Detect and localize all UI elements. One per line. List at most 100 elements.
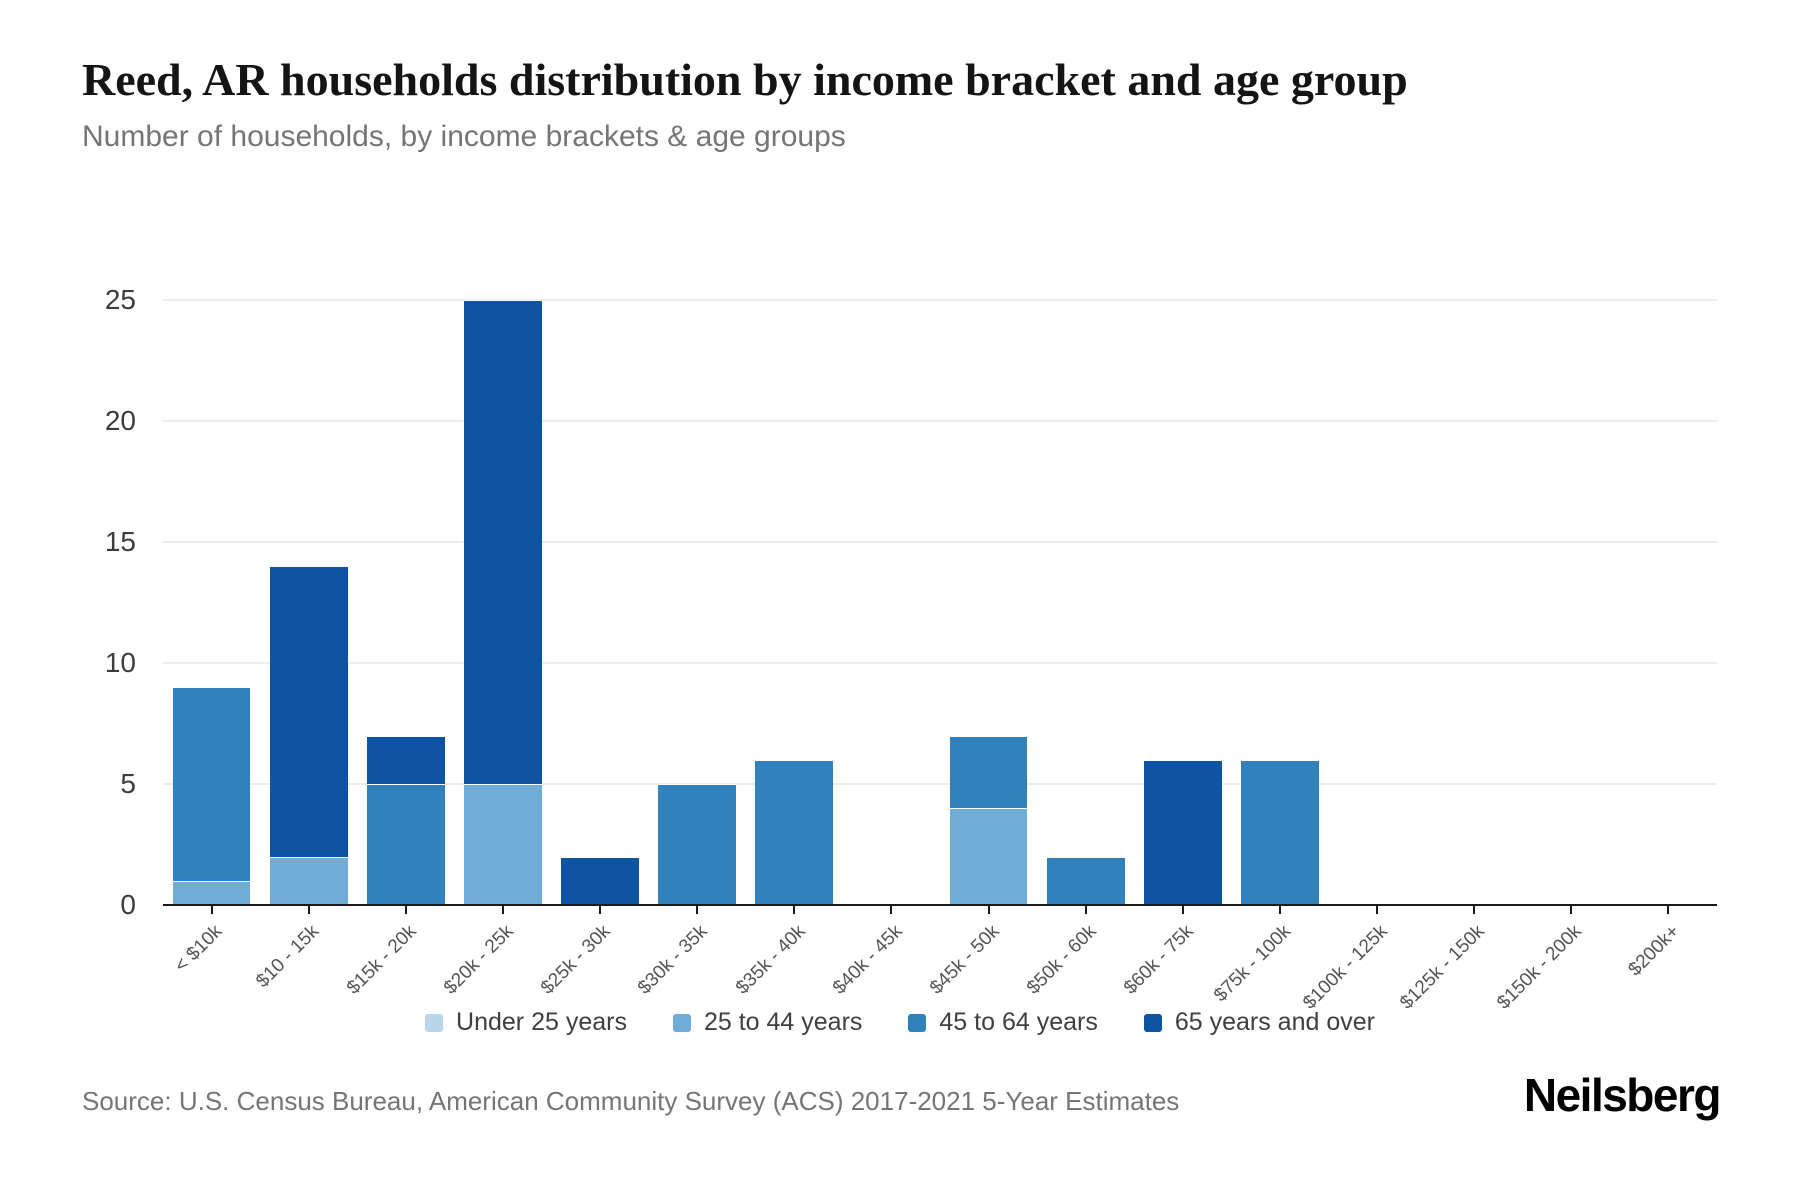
x-axis-line [163,904,1717,906]
category-slot: $75k - 100k [1210,300,1328,1006]
x-axis-tick [1376,906,1379,914]
category-slot: $30k - 35k [634,300,746,999]
x-axis-tick [1278,906,1281,914]
stacked-bar[interactable] [949,735,1028,905]
category-slot: $60k - 75k [1120,300,1231,999]
x-axis-tick [599,906,602,914]
category-slot: $35k - 40k [732,300,843,999]
stacked-bar[interactable] [1046,856,1125,905]
x-tick-label: $15k - 20k [343,921,421,999]
legend-swatch-icon [908,1013,927,1032]
bar-slots: < $10k $10 - 15k $15k - 20k $20k - 25k $25k … [163,300,1717,1014]
bar-segment[interactable] [1046,856,1125,905]
bar-segment[interactable] [172,880,251,905]
y-tick-label: 10 [104,647,136,678]
gridline-10 [163,662,1717,664]
x-axis-tick [793,906,796,914]
y-tick-label: 15 [104,526,136,557]
x-tick-label: < $10k [170,921,227,977]
category-slot: $200k+ [1620,300,1717,980]
x-axis-tick [501,906,504,914]
x-axis-tick [890,906,893,914]
x-axis-tick [404,906,407,914]
bar-segment[interactable] [1143,759,1222,905]
category-slot: $100k - 125k [1299,300,1426,1014]
bar-segment[interactable] [366,735,445,784]
plot-area: < $10k $10 - 15k $15k - 20k $20k - 25k $25k … [163,299,1717,1014]
category-slot: $45k - 50k [926,300,1037,999]
bar-segment[interactable] [1241,759,1319,905]
stacked-bar[interactable] [658,784,737,905]
gridline-15 [163,541,1717,543]
category-slot: $150k - 200k [1494,300,1620,1014]
bar-segment[interactable] [561,856,639,905]
category-slot: $15k - 20k [343,300,454,999]
legend-swatch-icon [425,1013,444,1032]
x-axis-tick [210,906,213,914]
x-tick-label: $150k - 200k [1493,921,1587,1014]
stacked-bar[interactable] [464,300,542,905]
gridline-20 [163,420,1717,422]
x-tick-label: $125k - 150k [1396,921,1490,1014]
x-tick-label: $100k - 125k [1299,921,1392,1014]
x-axis-tick [1181,906,1184,914]
stacked-bar[interactable] [269,566,348,905]
gridline-25 [163,299,1717,301]
bar-segment[interactable] [755,759,834,905]
x-tick-label: $10 - 15k [252,921,324,992]
legend-item[interactable]: 45 to 64 years [908,1008,1098,1037]
category-slot: $20k - 25k [440,300,551,999]
bar-segment[interactable] [949,808,1028,905]
neilsberg-logo: Neilsberg [1523,1069,1722,1121]
legend-label: 65 years and over [1174,1008,1375,1036]
bar-segment[interactable] [269,856,348,905]
bar-segment[interactable] [464,300,542,784]
x-tick-label: $20k - 25k [440,921,518,999]
legend: Under 25 years 25 to 44 years 45 to 64 yea… [0,1008,1800,1037]
stacked-bar[interactable] [1143,759,1222,905]
legend-item[interactable]: 65 years and over [1143,1008,1375,1037]
x-tick-label: $40k - 45k [828,921,907,999]
category-slot: $50k - 60k [1023,300,1134,999]
x-axis-tick [1473,906,1476,914]
category-slot: $40k - 45k [829,300,940,999]
bar-segment[interactable] [366,784,445,905]
y-tick-label: 25 [104,284,136,315]
x-tick-label: $75k - 100k [1209,921,1295,1007]
x-tick-label: $50k - 60k [1022,921,1101,999]
x-axis-tick [307,906,310,914]
legend-label: 25 to 44 years [703,1008,863,1036]
chart-subtitle: Number of households, by income brackets… [82,120,846,153]
category-slot: $10 - 15k [253,300,357,992]
y-axis-labels: 0 5 10 15 20 25 [0,284,150,920]
bar-segment[interactable] [658,784,737,905]
bar-segment[interactable] [464,784,542,905]
bar-segment[interactable] [269,566,348,857]
stacked-bar[interactable] [561,856,639,905]
x-tick-label: $30k - 35k [634,921,713,999]
x-axis-tick [1570,906,1573,914]
category-slot: $25k - 30k [537,300,649,999]
stacked-bar[interactable] [1241,759,1319,905]
legend-swatch-icon [672,1013,691,1032]
x-axis-tick [1084,906,1087,914]
legend-item[interactable]: Under 25 years [425,1008,627,1037]
x-axis-tick [987,906,990,914]
y-tick-label: 5 [120,768,136,799]
source-attribution: Source: U.S. Census Bureau, American Com… [82,1086,1180,1116]
bar-segment[interactable] [949,735,1028,809]
category-slot: $125k - 150k [1397,300,1523,1014]
x-tick-label: $35k - 40k [731,921,810,999]
x-tick-label: $60k - 75k [1120,921,1198,999]
category-slot: < $10k [163,300,260,977]
y-tick-label: 0 [120,889,136,920]
stacked-bar[interactable] [755,759,834,905]
chart-title: Reed, AR households distribution by inco… [82,54,1408,105]
legend-label: 45 to 64 years [939,1008,1098,1036]
stacked-bar[interactable] [172,687,251,905]
legend-swatch-icon [1143,1013,1162,1032]
stacked-bar[interactable] [366,735,445,905]
bar-segment[interactable] [172,687,251,881]
legend-item[interactable]: 25 to 44 years [672,1008,863,1037]
gridline-5 [163,783,1717,785]
